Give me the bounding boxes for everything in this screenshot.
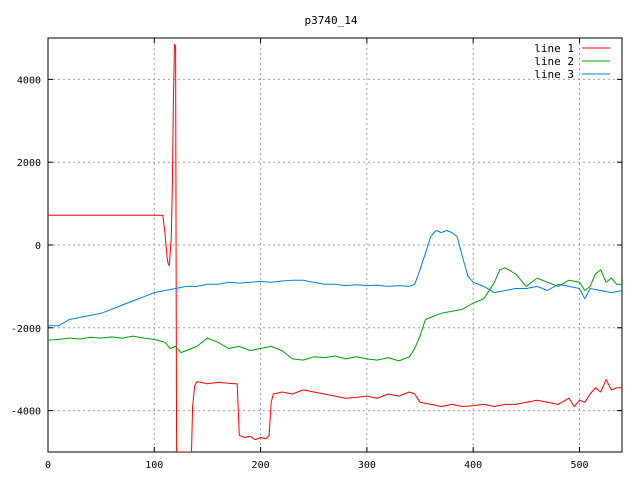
x-tick-label: 300 xyxy=(358,460,376,471)
legend-label-1: line 1 xyxy=(534,42,574,55)
grid xyxy=(48,38,622,452)
series-lines xyxy=(48,43,622,452)
x-tick-label: 100 xyxy=(145,460,163,471)
y-tick-label: -4000 xyxy=(11,407,41,418)
x-tick-label: 200 xyxy=(252,460,270,471)
y-tick-label: -2000 xyxy=(11,324,41,335)
chart-title: p3740_14 xyxy=(305,14,358,27)
legend-label-2: line 2 xyxy=(534,55,574,68)
y-tick-label: 2000 xyxy=(17,158,41,169)
x-tick-label: 500 xyxy=(570,460,588,471)
legend-label-3: line 3 xyxy=(534,68,574,81)
x-tick-label: 400 xyxy=(464,460,482,471)
plot-frame xyxy=(47,37,623,453)
y-tick-label: 4000 xyxy=(17,75,41,86)
series-line-3 xyxy=(48,230,622,327)
series-line-2 xyxy=(48,267,622,362)
y-tick-label: 0 xyxy=(35,241,41,252)
x-tick-label: 0 xyxy=(45,460,51,471)
axes: 0 100 200 300 400 500 -4000 -2000 0 2000 4000 xyxy=(11,37,623,471)
series-line-1 xyxy=(48,43,622,452)
